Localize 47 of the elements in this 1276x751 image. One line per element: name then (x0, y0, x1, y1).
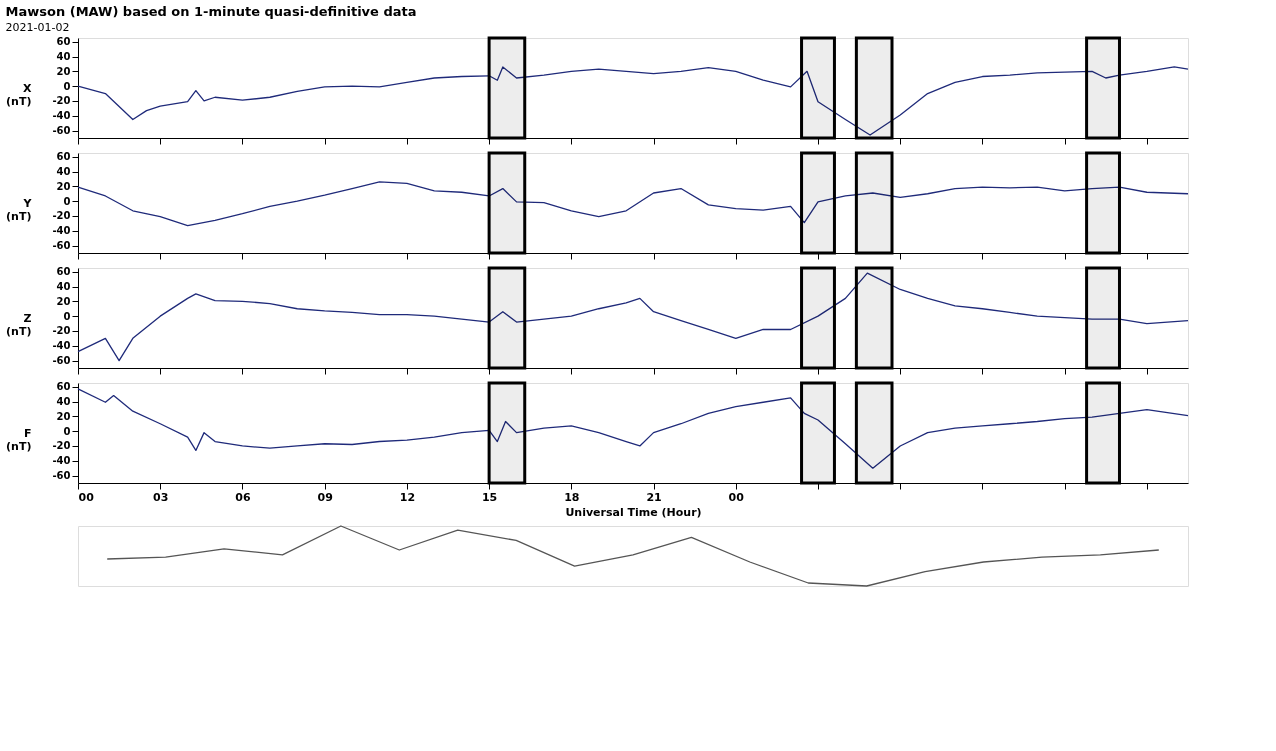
y-tick-label: -60 (52, 470, 71, 482)
y-tick-label: -40 (52, 340, 71, 352)
y-tick-label: 0 (63, 425, 71, 437)
y-tick-label: 60 (56, 36, 71, 48)
line-series (77, 181, 1189, 227)
x-tick-label: 03 (153, 490, 169, 504)
y-tick-label: -40 (52, 110, 71, 122)
y-tick-label: 60 (56, 151, 71, 163)
x-axis-title: Universal Time (Hour) (565, 505, 702, 519)
x-tick-label: 21 (646, 490, 662, 504)
y-axis-title: F (nT) (6, 426, 32, 453)
chart-subtitle: 2021-01-02 (5, 20, 70, 34)
y-axis-title: Y (nT) (6, 196, 33, 223)
y-tick-label: 60 (56, 266, 71, 278)
y-tick-label: 40 (56, 166, 71, 178)
y-tick-label: 20 (56, 295, 71, 307)
y-tick-label: 20 (56, 65, 71, 77)
y-tick-label: -60 (52, 355, 71, 367)
x-tick-label: 00 (78, 490, 95, 504)
y-tick-label: 60 (56, 381, 71, 393)
x-tick-label: 09 (317, 490, 333, 504)
x-tick-label: 06 (235, 490, 251, 504)
y-axis-title: Z (nT) (6, 311, 32, 338)
y-tick-label: 0 (63, 195, 71, 207)
y-tick-label: -40 (52, 455, 71, 467)
y-tick-label: -40 (52, 225, 71, 237)
y-tick-label: -20 (52, 95, 71, 107)
x-tick-label: 00 (728, 490, 745, 504)
chart-title: Mawson (MAW) based on 1-minute quasi-definitive data (5, 3, 417, 19)
y-tick-label: -20 (52, 325, 71, 337)
y-axis-title: X (nT) (6, 81, 32, 108)
y-tick-label: 40 (56, 396, 71, 408)
y-tick-label: 40 (56, 51, 71, 63)
x-tick-label: 18 (564, 490, 580, 504)
y-tick-label: 40 (56, 281, 71, 293)
line-series (77, 272, 1189, 362)
y-tick-label: -60 (52, 240, 71, 252)
y-tick-label: 20 (56, 410, 71, 422)
y-tick-label: -60 (52, 125, 71, 137)
y-tick-label: 20 (56, 180, 71, 192)
x-tick-label: 12 (399, 490, 416, 504)
line-series (77, 388, 1189, 469)
x-tick-label: 15 (481, 490, 498, 504)
y-tick-label: 0 (63, 80, 71, 92)
y-tick-label: -20 (52, 210, 71, 222)
y-tick-label: -20 (52, 440, 71, 452)
y-tick-label: 0 (63, 310, 71, 322)
